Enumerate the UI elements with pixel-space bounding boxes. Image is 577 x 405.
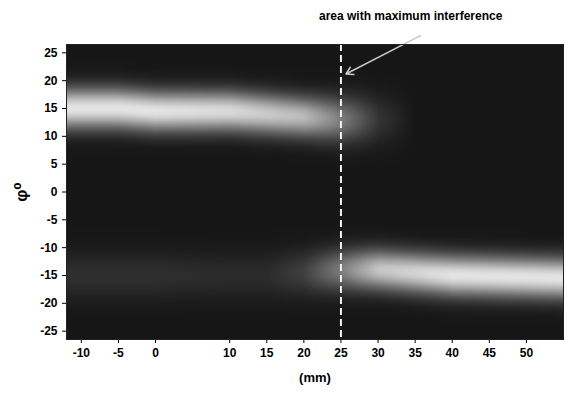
svg-text:15: 15 (44, 101, 58, 115)
svg-text:area with maximum interference: area with maximum interference (319, 9, 503, 23)
svg-text:20: 20 (44, 74, 58, 88)
svg-text:5: 5 (51, 157, 58, 171)
svg-text:20: 20 (297, 346, 311, 360)
svg-text:-15: -15 (40, 268, 58, 282)
svg-text:-10: -10 (73, 346, 91, 360)
svg-text:10: 10 (223, 346, 237, 360)
svg-text:45: 45 (483, 346, 497, 360)
svg-text:50: 50 (520, 346, 534, 360)
svg-text:25: 25 (44, 46, 58, 60)
svg-text:10: 10 (44, 129, 58, 143)
svg-text:0: 0 (152, 346, 159, 360)
svg-text:-5: -5 (47, 213, 58, 227)
svg-text:-20: -20 (40, 296, 58, 310)
svg-text:-10: -10 (40, 241, 58, 255)
svg-text:15: 15 (260, 346, 274, 360)
svg-text:φ⁰: φ⁰ (12, 182, 31, 202)
svg-text:35: 35 (408, 346, 422, 360)
svg-text:40: 40 (446, 346, 460, 360)
svg-text:0: 0 (51, 185, 58, 199)
svg-text:(mm): (mm) (299, 370, 331, 385)
svg-text:-25: -25 (40, 324, 58, 338)
svg-text:25: 25 (334, 346, 348, 360)
svg-text:-5: -5 (113, 346, 124, 360)
svg-text:30: 30 (371, 346, 385, 360)
